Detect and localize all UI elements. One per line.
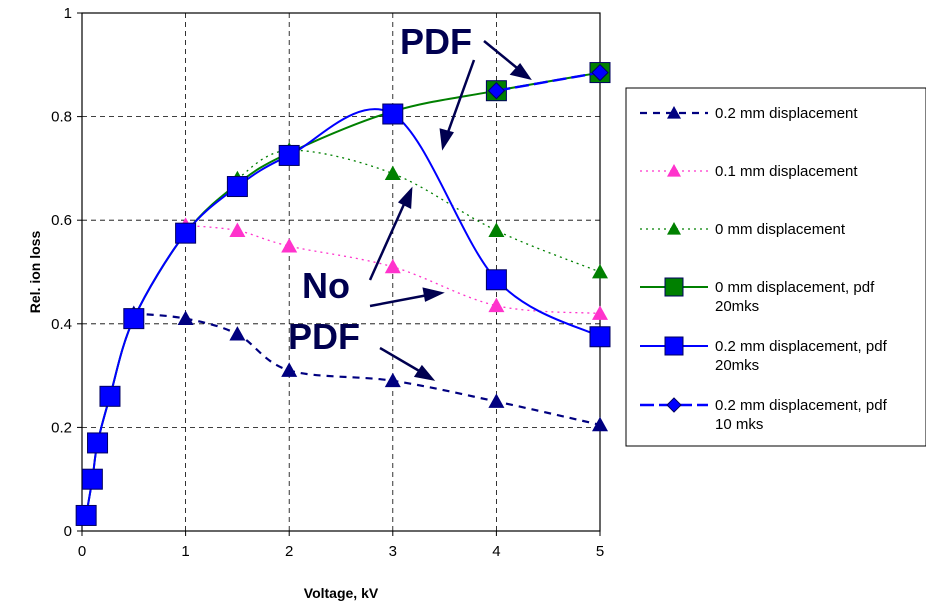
arrow-no-right — [369, 293, 429, 308]
legend-label-6-line1: 0.2 mm displacement, pdf — [715, 397, 888, 414]
x-tick-label: 2 — [285, 543, 293, 560]
legend-label-4: 0 mm displacement, pdf 20mks — [715, 279, 878, 315]
data-point — [485, 269, 507, 291]
axis-ticks: 0 1 2 3 4 5 0 0.2 0.4 0.6 0.8 1 — [51, 5, 604, 560]
data-point — [592, 416, 608, 432]
arrow-head — [397, 186, 413, 209]
data-point — [382, 103, 404, 125]
data-point — [278, 144, 300, 166]
x-axis-title: Voltage, kV — [304, 585, 379, 601]
arrow-pdf-down — [445, 59, 476, 136]
arrow-head — [413, 364, 436, 381]
data-point — [591, 63, 609, 82]
arrow-head — [439, 128, 454, 151]
legend-swatch-marker — [664, 336, 684, 356]
legend-label-6-line2: 10 mks — [715, 416, 763, 433]
legend-item-2 — [640, 222, 708, 235]
legend-swatch-marker — [666, 397, 682, 413]
legend-label-5-line2: 20mks — [715, 357, 759, 374]
legend-item-1 — [640, 164, 708, 177]
legend-item-5 — [640, 397, 708, 413]
data-point — [175, 222, 197, 244]
series-0 — [125, 305, 608, 432]
legend-label-2: 0.1 mm displacement — [715, 163, 858, 180]
series-layer — [75, 62, 611, 526]
data-point — [123, 308, 145, 330]
series-line — [85, 108, 601, 516]
y-tick-label: 0.4 — [51, 316, 72, 333]
data-point — [384, 372, 401, 388]
legend-swatch-marker — [667, 164, 681, 177]
data-point — [384, 165, 401, 180]
data-point — [75, 504, 97, 526]
series-4 — [75, 103, 611, 526]
legend-item-4 — [640, 336, 708, 356]
data-point — [487, 81, 506, 100]
x-tick-label: 5 — [596, 543, 604, 560]
legend-label-4-line1: 0 mm displacement, pdf — [715, 279, 875, 296]
legend-swatch-marker — [664, 277, 684, 297]
legend-label-1: 0.2 mm displacement — [715, 105, 858, 122]
series-line — [133, 312, 601, 426]
series-5 — [487, 63, 609, 100]
legend-item-3 — [640, 277, 708, 297]
y-axis-title: Rel. ion loss — [27, 231, 43, 314]
data-point — [384, 258, 401, 274]
data-point — [81, 468, 103, 490]
data-point — [281, 362, 298, 377]
data-point — [592, 305, 608, 320]
legend-label-6: 0.2 mm displacement, pdf 10 mks — [715, 397, 891, 433]
data-point — [488, 297, 505, 313]
legend-label-3: 0 mm displacement — [715, 221, 846, 238]
arrow-pdf-lower — [379, 346, 422, 374]
legend-swatch-marker — [667, 222, 681, 235]
data-point — [281, 238, 298, 253]
annotation-pdf: PDF — [400, 21, 472, 62]
legend-label-4-line2: 20mks — [715, 298, 759, 315]
legend-label-5-line1: 0.2 mm displacement, pdf — [715, 338, 888, 355]
arrow-head — [509, 62, 532, 80]
y-tick-label: 0 — [64, 523, 72, 540]
data-point — [488, 393, 505, 408]
y-tick-label: 1 — [64, 5, 72, 22]
data-point — [589, 326, 611, 348]
data-point — [177, 310, 194, 326]
data-point — [229, 222, 246, 237]
x-tick-label: 0 — [78, 543, 86, 560]
legend: 0.2 mm displacement 0.1 mm displacement … — [625, 87, 926, 447]
series-line — [237, 149, 601, 273]
y-tick-label: 0.2 — [51, 419, 72, 436]
data-point — [229, 326, 246, 341]
legend-box — [625, 87, 926, 447]
data-point — [226, 176, 248, 198]
x-tick-label: 1 — [181, 543, 189, 560]
arrow-head — [422, 287, 445, 302]
legend-item-0 — [640, 106, 708, 119]
legend-swatch-marker — [667, 106, 681, 119]
y-tick-label: 0.6 — [51, 212, 72, 229]
x-tick-label: 3 — [389, 543, 397, 560]
data-point — [488, 222, 505, 237]
series-line — [185, 224, 601, 315]
annotation-no-pdf: PDF — [288, 316, 360, 357]
data-point — [592, 264, 608, 279]
legend-label-5: 0.2 mm displacement, pdf 20mks — [715, 338, 891, 374]
arrow-no-up — [368, 201, 407, 281]
annotation-arrows — [368, 40, 532, 381]
annotation-no: No — [302, 265, 350, 306]
arrow-pdf-right — [483, 40, 523, 73]
data-point — [99, 385, 121, 407]
y-tick-label: 0.8 — [51, 109, 72, 126]
x-tick-label: 4 — [492, 543, 500, 560]
data-point — [87, 432, 109, 454]
